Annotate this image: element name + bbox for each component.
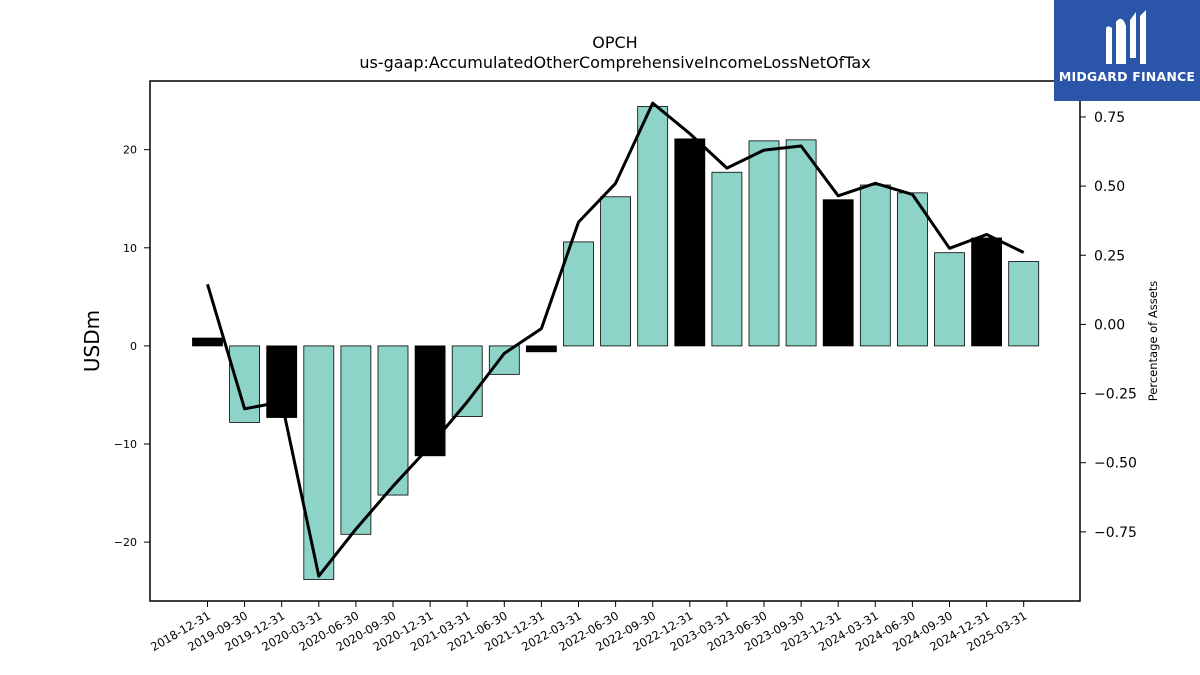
y2-tick-label: 0.25 bbox=[1094, 248, 1125, 264]
bar bbox=[785, 139, 817, 347]
chart-subtitle: us-gaap:AccumulatedOtherComprehensiveInc… bbox=[359, 53, 870, 72]
bar bbox=[822, 199, 854, 347]
plot-frame bbox=[149, 80, 1081, 602]
y2-tick-label: −0.25 bbox=[1094, 387, 1137, 403]
bar bbox=[340, 345, 372, 535]
bar bbox=[748, 140, 780, 347]
y2-axis-label: Percentage of Assets bbox=[1146, 281, 1160, 402]
y2-tick-label: −0.50 bbox=[1094, 456, 1137, 472]
bar bbox=[229, 345, 261, 423]
bar bbox=[451, 345, 483, 417]
bar bbox=[488, 345, 520, 375]
assets-line bbox=[206, 101, 1025, 578]
y-tick-label: −20 bbox=[114, 536, 137, 549]
midgard-logo-icon bbox=[1106, 10, 1146, 64]
y-tick-label: 20 bbox=[123, 144, 137, 157]
bars bbox=[192, 106, 1040, 580]
assets-line-path bbox=[206, 101, 1025, 578]
bar bbox=[897, 192, 928, 347]
y2-tick-label: 0.00 bbox=[1094, 317, 1125, 333]
bar bbox=[934, 252, 965, 347]
bar bbox=[674, 138, 706, 347]
bar bbox=[637, 106, 669, 347]
bar bbox=[971, 237, 1002, 347]
chart-title: OPCH bbox=[592, 33, 637, 52]
logo: MIDGARD FINANCE bbox=[1054, 0, 1200, 101]
bar bbox=[414, 345, 446, 457]
bar bbox=[600, 196, 631, 347]
y-axis-label: USDm bbox=[80, 310, 104, 372]
y2-tick-label: −0.75 bbox=[1094, 525, 1137, 541]
bar bbox=[563, 241, 594, 347]
y2-tick-label: 0.50 bbox=[1094, 179, 1125, 195]
bar bbox=[526, 345, 557, 353]
y-tick-label: 10 bbox=[123, 242, 137, 255]
bar bbox=[711, 171, 743, 347]
bar bbox=[303, 345, 335, 580]
y-tick-label: −10 bbox=[114, 438, 137, 451]
y-tick-label: 0 bbox=[130, 340, 137, 353]
y2-tick-label: 0.75 bbox=[1094, 110, 1125, 126]
bar bbox=[377, 345, 409, 496]
bar bbox=[1008, 261, 1040, 347]
bar bbox=[192, 337, 223, 347]
bar bbox=[859, 184, 891, 347]
logo-text: MIDGARD FINANCE bbox=[1058, 69, 1196, 84]
